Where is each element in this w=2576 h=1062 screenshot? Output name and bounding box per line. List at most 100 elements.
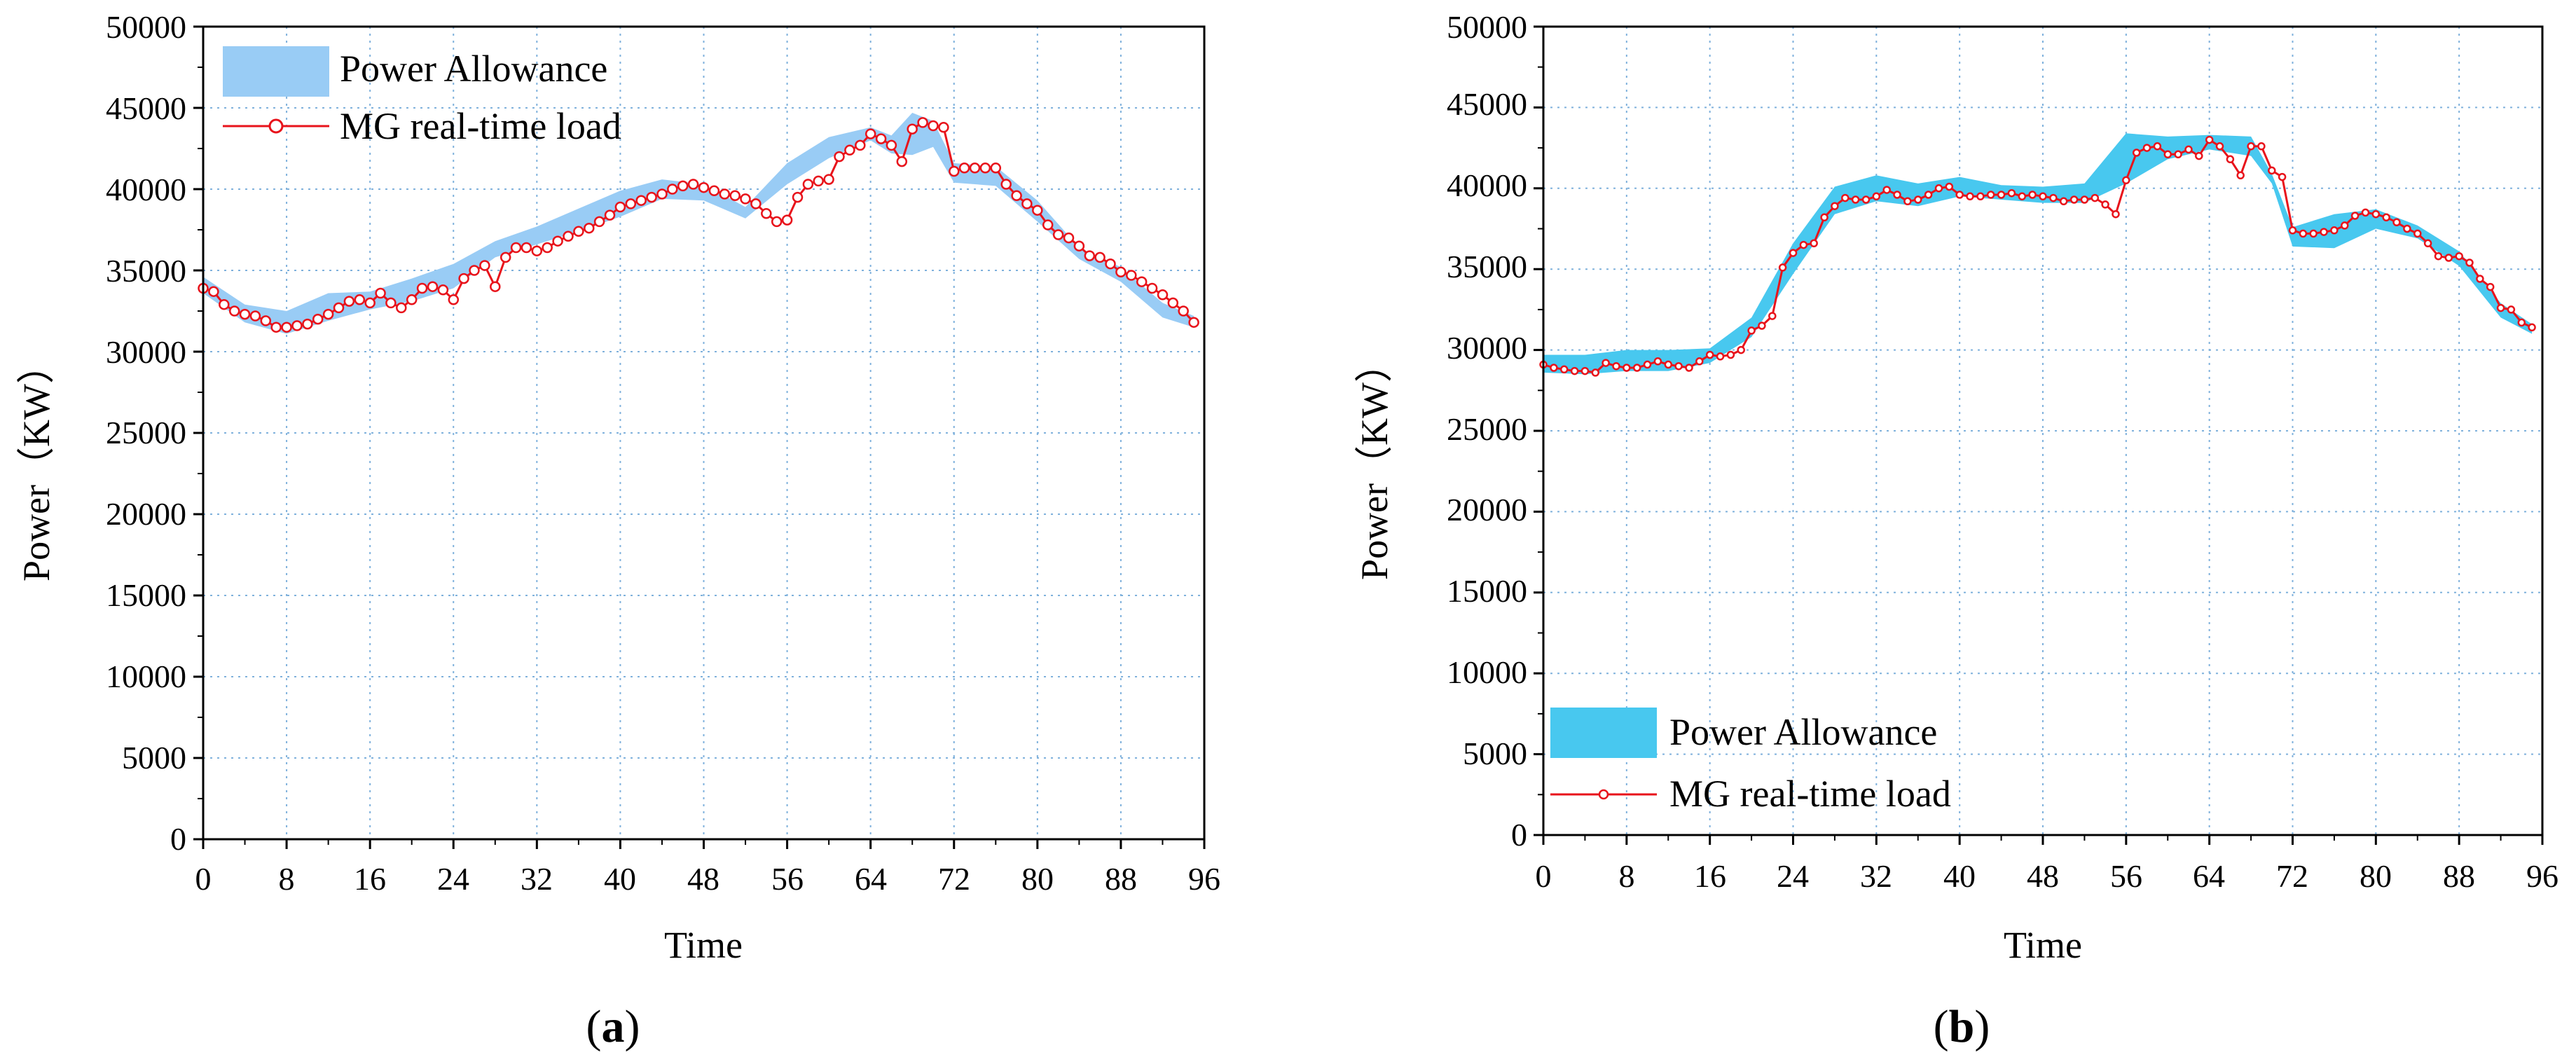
load-data-point xyxy=(907,123,918,135)
load-data-point xyxy=(260,315,272,326)
x-tick-label: 80 xyxy=(2360,858,2392,894)
load-data-point xyxy=(1914,195,1922,204)
load-data-point xyxy=(1758,322,1766,330)
load-data-point xyxy=(2101,200,2109,209)
load-data-point xyxy=(2195,151,2203,160)
load-data-point xyxy=(2039,192,2047,201)
load-data-point xyxy=(1115,266,1127,278)
load-data-point xyxy=(2465,258,2474,267)
x-tick-label: 88 xyxy=(2443,858,2475,894)
panel-a: 0 5000 10000 15000 20000 25000 30000 350… xyxy=(15,9,1220,1052)
load-data-point xyxy=(2153,142,2162,151)
load-data-point xyxy=(2268,166,2276,175)
load-data-point xyxy=(427,281,439,292)
load-data-point xyxy=(1872,192,1881,201)
load-data-point xyxy=(1737,345,1745,354)
load-data-point xyxy=(333,302,345,314)
load-data-point xyxy=(2361,208,2370,217)
load-data-point xyxy=(1632,364,1641,372)
load-data-point xyxy=(1810,239,1818,248)
load-data-point xyxy=(1000,179,1012,190)
load-data-point xyxy=(1997,191,2006,199)
load-data-point xyxy=(2174,150,2182,159)
load-data-point xyxy=(208,286,219,297)
load-data-point xyxy=(322,308,334,320)
load-data-point xyxy=(364,297,376,309)
load-data-point xyxy=(761,208,772,219)
load-data-point xyxy=(646,191,657,203)
x-tick-label: 96 xyxy=(1188,861,1220,897)
load-data-point xyxy=(844,144,855,156)
y-tick-label: 0 xyxy=(170,821,186,857)
load-data-point xyxy=(990,163,1002,174)
load-data-point xyxy=(2007,188,2016,198)
load-data-point xyxy=(1580,366,1590,375)
load-data-point xyxy=(1653,357,1662,366)
load-data-point xyxy=(2413,229,2422,238)
load-data-point xyxy=(813,175,824,187)
load-data-point xyxy=(2403,224,2411,233)
load-data-point xyxy=(855,139,866,151)
load-data-point xyxy=(2371,209,2381,219)
load-data-point xyxy=(302,318,313,330)
load-data-point xyxy=(635,195,647,206)
load-data-point xyxy=(719,188,731,200)
load-data-point xyxy=(896,156,908,167)
y-axis-label: Power（KW） xyxy=(1354,345,1396,580)
x-tick-label: 80 xyxy=(1021,861,1054,897)
load-data-point xyxy=(667,184,678,195)
load-data-point xyxy=(2122,176,2130,185)
load-markers-b xyxy=(1539,135,2536,377)
load-data-point xyxy=(406,294,418,305)
load-data-point xyxy=(1612,361,1620,371)
load-data-point xyxy=(479,260,490,271)
load-data-point xyxy=(552,235,563,247)
load-data-point xyxy=(656,188,668,200)
x-tick-label: 48 xyxy=(2027,858,2059,894)
load-data-point xyxy=(1705,350,1714,359)
load-data-point xyxy=(375,287,386,299)
x-tick-label: 8 xyxy=(279,861,295,897)
y-tick-label: 40000 xyxy=(1447,167,1527,203)
load-data-point xyxy=(2184,145,2193,154)
load-data-point xyxy=(2080,195,2089,204)
load-data-point xyxy=(750,198,762,209)
load-data-point xyxy=(2257,142,2266,151)
load-data-point xyxy=(1986,191,1995,199)
load-data-point xyxy=(1042,219,1054,230)
load-data-point xyxy=(500,251,511,263)
y-tick-label: 45000 xyxy=(106,90,186,126)
load-data-point xyxy=(2028,191,2037,199)
load-data-point xyxy=(563,230,574,242)
load-data-point xyxy=(1966,192,1974,201)
load-data-point xyxy=(614,201,626,213)
load-data-point xyxy=(1570,366,1579,375)
y-tick-label: 35000 xyxy=(106,253,186,289)
load-data-point xyxy=(1674,361,1683,371)
load-data-point xyxy=(969,163,981,174)
x-tick-label: 56 xyxy=(2110,858,2142,894)
load-data-point xyxy=(1882,186,1891,194)
x-tick-label: 24 xyxy=(1777,858,1809,894)
load-data-point xyxy=(2226,155,2235,164)
load-data-point xyxy=(2444,254,2453,262)
y-tick-label: 20000 xyxy=(106,496,186,532)
load-data-point xyxy=(1011,190,1022,202)
load-markers-a xyxy=(198,117,1199,333)
x-axis-label: Time xyxy=(2004,924,2082,966)
legend-b: Power Allowance MG real-time load xyxy=(1550,708,1951,815)
load-data-point xyxy=(1861,195,1871,204)
load-data-point xyxy=(740,193,751,205)
load-data-point xyxy=(1903,197,1912,206)
load-data-point xyxy=(1778,263,1787,272)
y-tick-label: 25000 xyxy=(1447,411,1527,447)
x-tick-label: 16 xyxy=(354,861,386,897)
y-tick-label: 10000 xyxy=(1447,654,1527,690)
panel-label-b: (b) xyxy=(1934,1001,1990,1052)
y-tick-label: 50000 xyxy=(106,9,186,45)
y-axis-label: Power（KW） xyxy=(15,346,57,581)
load-data-point xyxy=(1559,365,1569,374)
load-data-point xyxy=(2163,150,2172,159)
load-data-point xyxy=(2392,218,2401,227)
